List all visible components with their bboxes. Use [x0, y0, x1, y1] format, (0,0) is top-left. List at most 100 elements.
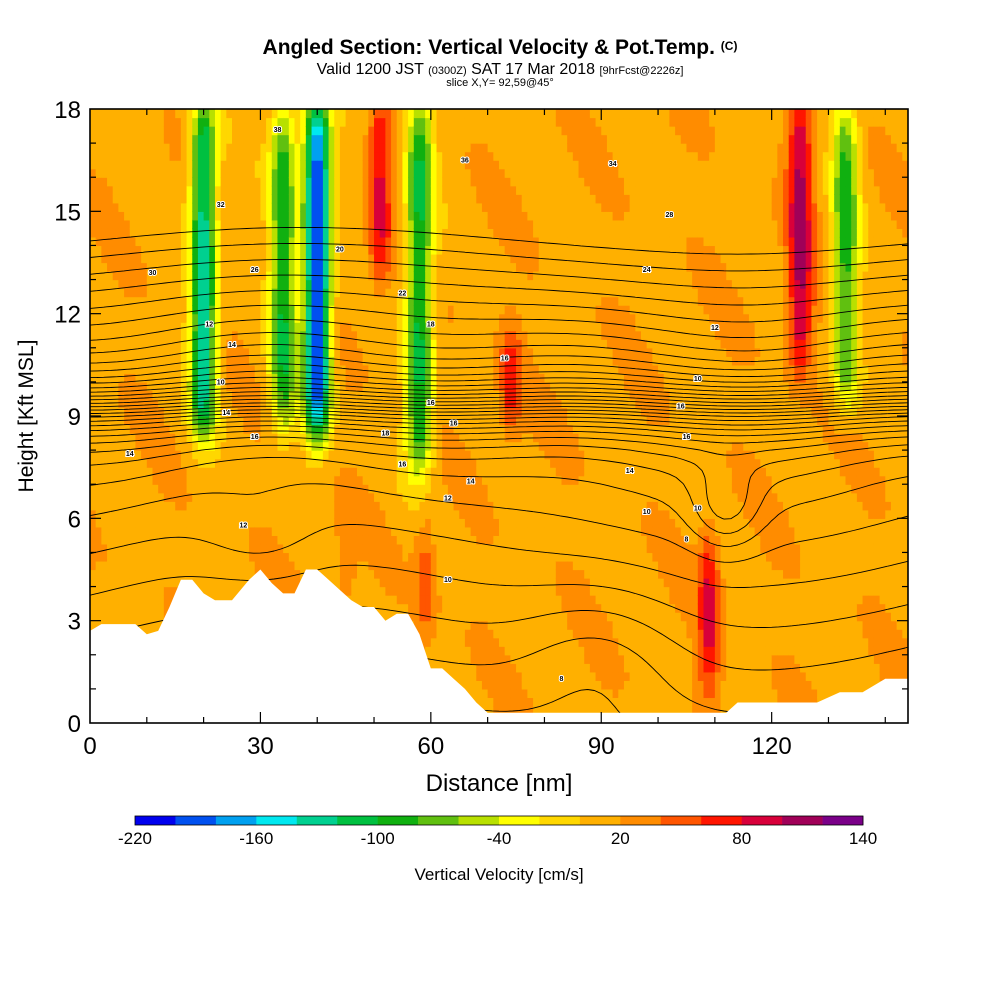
velocity-cell: [339, 211, 347, 221]
velocity-cell: [266, 552, 273, 562]
velocity-cell: [459, 228, 466, 238]
velocity-cell: [464, 501, 472, 511]
velocity-cell: [175, 143, 182, 153]
velocity-cell: [413, 143, 421, 153]
velocity-cell: [288, 518, 296, 528]
velocity-cell: [334, 398, 341, 409]
valid-date: SAT 17 Mar 2018: [471, 61, 595, 78]
velocity-cell: [260, 390, 267, 400]
velocity-cell: [311, 339, 318, 349]
velocity-cell: [197, 501, 205, 511]
velocity-cell: [243, 381, 250, 392]
velocity-cell: [214, 134, 222, 144]
velocity-cell: [203, 373, 210, 383]
velocity-cell: [419, 416, 426, 426]
velocity-cell: [146, 202, 154, 212]
velocity-cell: [95, 586, 102, 596]
velocity-cell: [368, 262, 375, 272]
velocity-cell: [197, 177, 205, 187]
velocity-cell: [408, 288, 415, 298]
velocity-cell: [226, 407, 233, 417]
velocity-cell: [368, 151, 375, 161]
velocity-cell: [152, 620, 159, 630]
velocity-cell: [277, 518, 284, 528]
velocity-cell: [476, 356, 483, 366]
velocity-cell: [260, 109, 267, 119]
velocity-cell: [112, 390, 119, 400]
velocity-cell: [442, 381, 449, 392]
velocity-cell: [447, 211, 455, 221]
velocity-cell: [152, 398, 159, 409]
velocity-cell: [430, 475, 438, 485]
velocity-cell: [129, 603, 137, 613]
velocity-cell: [107, 552, 114, 562]
velocity-cell: [141, 143, 148, 153]
velocity-cell: [317, 117, 324, 127]
velocity-cell: [163, 501, 171, 511]
velocity-cell: [175, 475, 182, 485]
velocity-cell: [317, 211, 324, 221]
velocity-cell: [169, 253, 176, 264]
velocity-cell: [345, 194, 352, 204]
velocity-cell: [101, 339, 108, 349]
velocity-cell: [158, 271, 165, 281]
velocity-cell: [351, 279, 358, 289]
velocity-cell: [186, 398, 193, 409]
velocity-cell: [232, 484, 239, 494]
velocity-cell: [391, 475, 398, 485]
velocity-cell: [402, 458, 409, 468]
velocity-cell: [425, 288, 432, 298]
velocity-cell: [95, 603, 102, 613]
velocity-cell: [118, 211, 125, 221]
velocity-cell: [124, 211, 131, 221]
velocity-cell: [328, 416, 335, 426]
velocity-cell: [356, 450, 364, 460]
velocity-cell: [436, 253, 443, 264]
velocity-cell: [232, 253, 239, 264]
velocity-cell: [356, 330, 364, 340]
velocity-cell: [322, 450, 330, 460]
velocity-cell: [356, 271, 364, 281]
velocity-cell: [396, 595, 404, 605]
velocity-cell: [396, 526, 404, 536]
velocity-cell: [141, 458, 148, 468]
velocity-cell: [249, 398, 256, 409]
velocity-cell: [243, 475, 250, 485]
velocity-cell: [180, 407, 188, 417]
velocity-cell: [95, 492, 102, 502]
velocity-cell: [214, 279, 222, 289]
velocity-cell: [107, 194, 114, 204]
velocity-cell: [158, 390, 165, 400]
velocity-cell: [237, 305, 244, 315]
velocity-cell: [135, 535, 142, 545]
velocity-cell: [101, 296, 108, 306]
velocity-cell: [266, 194, 273, 204]
velocity-cell: [135, 373, 142, 383]
velocity-cell: [294, 160, 301, 170]
velocity-cell: [294, 543, 301, 554]
velocity-cell: [408, 202, 415, 212]
velocity-cell: [305, 518, 313, 528]
velocity-cell: [124, 501, 131, 511]
velocity-cell: [175, 262, 182, 272]
velocity-cell: [351, 518, 358, 528]
velocity-cell: [141, 433, 148, 443]
velocity-cell: [459, 236, 466, 247]
velocity-cell: [419, 373, 426, 383]
velocity-cell: [379, 595, 386, 605]
velocity-cell: [351, 552, 358, 562]
velocity-cell: [402, 407, 409, 417]
velocity-cell: [334, 151, 341, 161]
velocity-cell: [294, 262, 301, 272]
velocity-cell: [101, 168, 108, 178]
velocity-cell: [277, 109, 284, 119]
velocity-cell: [186, 475, 193, 485]
velocity-cell: [260, 322, 267, 332]
velocity-cell: [214, 518, 222, 528]
velocity-cell: [203, 475, 210, 485]
velocity-cell: [300, 450, 307, 460]
velocity-cell: [464, 143, 472, 153]
velocity-cell: [158, 313, 165, 323]
velocity-cell: [129, 143, 137, 153]
velocity-cell: [379, 373, 386, 383]
